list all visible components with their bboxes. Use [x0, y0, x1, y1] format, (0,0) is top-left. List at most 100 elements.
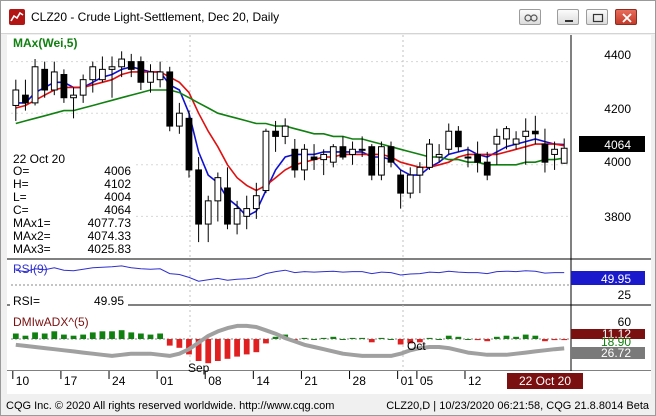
candle	[195, 157, 202, 243]
adx-line-path	[15, 323, 565, 358]
candle	[387, 141, 395, 168]
candle	[22, 79, 29, 111]
candle-body	[474, 153, 481, 163]
maximize-icon	[592, 13, 604, 23]
dmi-bar	[484, 339, 491, 342]
candle	[464, 146, 472, 168]
dmi-bar	[22, 335, 29, 339]
readout-value: 4004	[104, 190, 131, 204]
candle-body	[252, 195, 260, 210]
candle-body	[406, 174, 414, 194]
maximize-button[interactable]	[586, 9, 608, 25]
ma-line-MAx1	[15, 65, 565, 218]
readout-value: 4102	[104, 177, 131, 191]
candle	[512, 131, 520, 150]
dmi-bar	[532, 335, 539, 339]
candle	[214, 172, 222, 222]
ma-line-MAx3	[15, 89, 565, 166]
dmi-bar	[41, 333, 48, 339]
price-tick: 3800	[604, 210, 631, 224]
dmi-bar	[416, 339, 423, 343]
candle-body	[541, 143, 549, 163]
minimize-icon	[565, 20, 573, 22]
candle-body	[483, 161, 491, 176]
dmi-bar	[234, 339, 240, 357]
dmi-bar	[349, 337, 356, 339]
candle-body	[12, 89, 20, 106]
day-label: 01	[160, 374, 174, 388]
minimize-button[interactable]	[557, 9, 579, 25]
candle	[541, 128, 549, 173]
dmi-bar	[118, 330, 125, 339]
candle	[12, 79, 20, 121]
dmi-bar	[426, 337, 433, 339]
candle	[339, 136, 347, 160]
link-icon	[524, 14, 538, 22]
readout-value: 4074.33	[88, 229, 132, 243]
dmi-bar	[397, 339, 404, 345]
candle-body	[416, 166, 424, 176]
candle-body	[531, 130, 539, 135]
readout-value: 4077.73	[88, 216, 132, 230]
dmi-bar	[542, 339, 548, 342]
readout-date: 22 Oct 20	[13, 152, 65, 166]
ma-line-MAx2	[15, 71, 565, 192]
candle-body	[291, 148, 299, 171]
close-button[interactable]	[615, 9, 637, 25]
title-bar[interactable]: CLZ20 - Crude Light-Settlement, Dec 20, …	[1, 1, 655, 34]
chart-canvas[interactable]: MAx(Wei,5) 22 Oct 20 O= 4006 H= 4102 L= 4004 C…	[7, 35, 651, 394]
dmi-bar	[205, 339, 212, 364]
readout-box	[10, 152, 135, 258]
dmi-bar	[551, 339, 558, 341]
rsi-value: 49.95	[601, 272, 631, 286]
candle-body	[368, 146, 376, 176]
dmi-value-tag-2	[571, 347, 645, 359]
dmi-pane: DMIwADX^(5)	[12, 315, 568, 364]
candle-body	[301, 148, 308, 171]
dmi-value-2: 26.72	[601, 346, 631, 360]
candle	[41, 61, 49, 98]
candle	[503, 126, 510, 150]
candle-body	[108, 66, 116, 70]
candle	[435, 144, 443, 163]
dmi-bar	[272, 336, 279, 339]
candle	[79, 74, 87, 103]
price-tick: 4200	[604, 102, 631, 116]
candle	[551, 141, 558, 170]
dmi-bar	[89, 332, 96, 339]
candle	[252, 182, 260, 219]
dmi-bar	[561, 339, 568, 341]
candle-body	[493, 135, 501, 145]
candle-body	[185, 117, 193, 171]
day-label: 05	[420, 374, 434, 388]
current-date: 22 Oct 20	[519, 374, 571, 388]
readout-label: MAx2=	[13, 229, 51, 243]
rsi-study-label: RSI(9)	[13, 262, 48, 276]
candle	[368, 144, 376, 181]
candle	[70, 87, 77, 119]
candle	[349, 141, 356, 165]
dmi-bar	[224, 339, 231, 359]
dmi-bar	[137, 333, 144, 339]
dmi-bar	[186, 339, 192, 355]
dmi-bar	[51, 331, 58, 339]
candle-body	[70, 94, 77, 99]
candle	[301, 144, 308, 181]
candle	[166, 66, 174, 132]
link-button[interactable]	[519, 9, 541, 25]
time-axis: Sep Oct 10 17 24 01 08 14 21 28 01 05 12 22 Oct 20	[7, 339, 651, 394]
candle	[281, 118, 289, 145]
dmi-study-label: DMIwADX^(5)	[13, 315, 89, 329]
candle	[406, 167, 414, 199]
candle-body	[41, 68, 49, 91]
dmi-bar	[243, 339, 250, 355]
last-price-tag	[579, 136, 645, 152]
readout-label: C=	[13, 203, 29, 217]
dmi-bar	[330, 336, 337, 339]
day-labels: 10 17 24 01 08 14 21 28 01 05 12	[12, 371, 482, 388]
candle	[291, 138, 299, 178]
candle-body	[224, 187, 231, 225]
candle-body	[464, 156, 472, 159]
candle-body	[281, 125, 289, 137]
